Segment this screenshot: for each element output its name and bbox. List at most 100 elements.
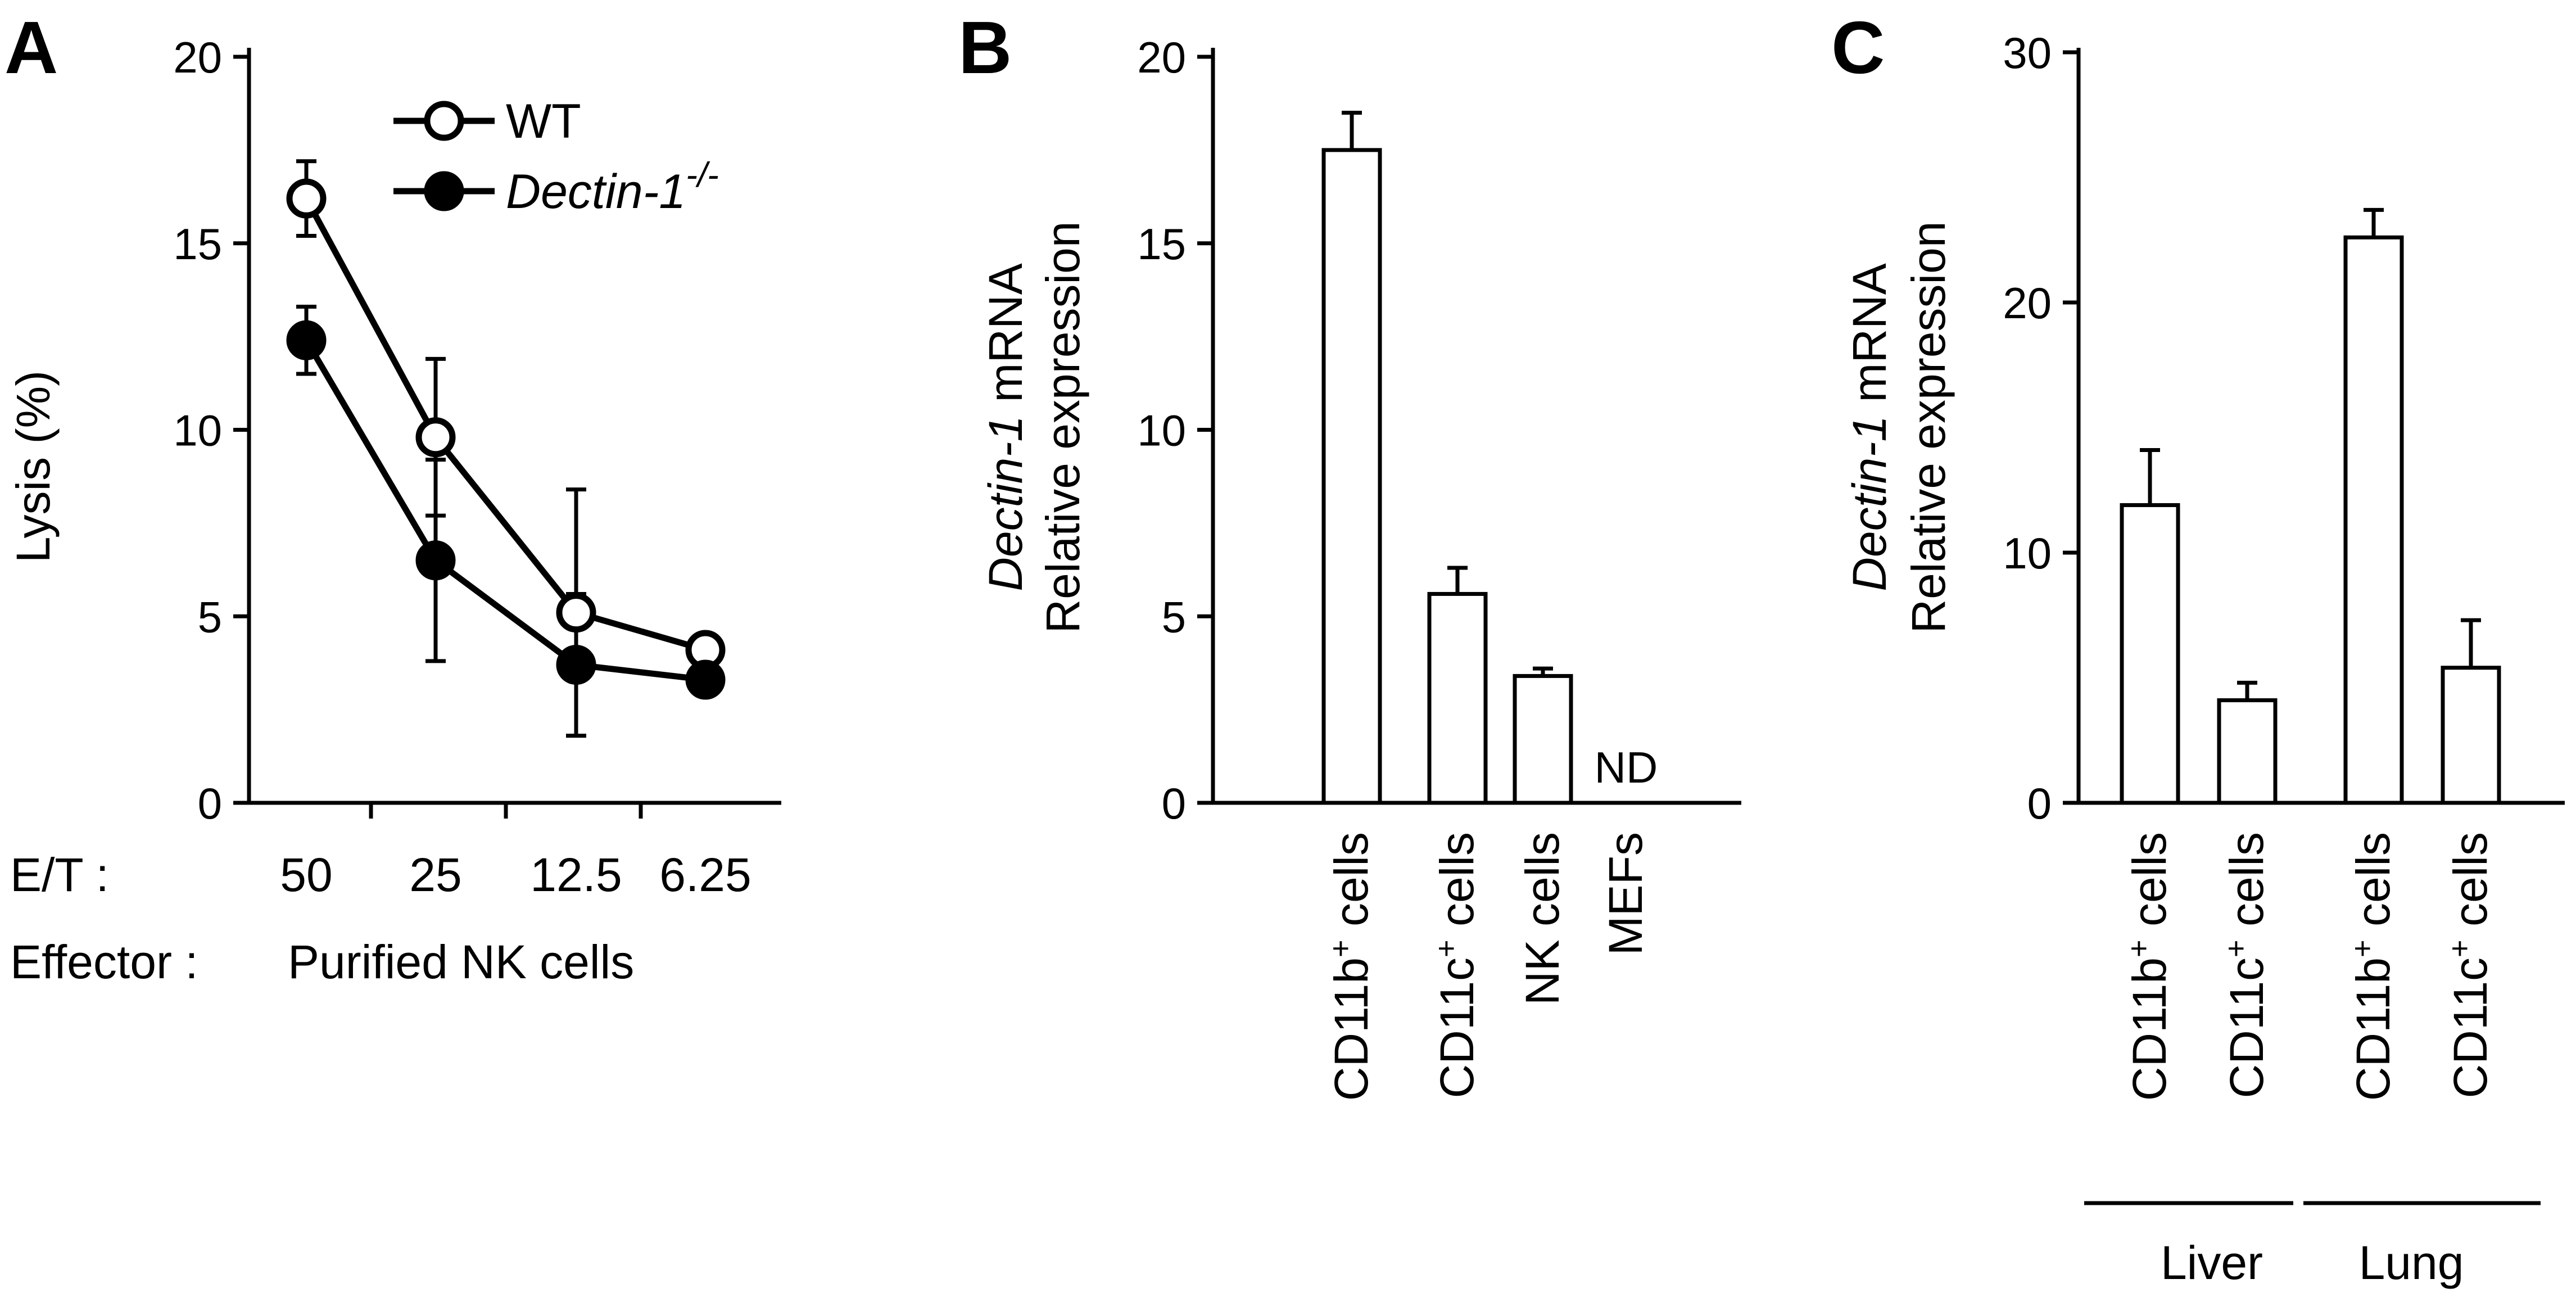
panel-a-xtick-label: 50	[280, 848, 332, 901]
panel-a-series-line-1	[304, 338, 706, 683]
panel-a-point-ko	[556, 645, 596, 685]
panel-a-et-row-label: E/T :	[10, 848, 109, 901]
panel-c-y-label-line2: Relative expression	[1902, 221, 1955, 633]
panel-a-y-axis-label: Lysis (%)	[7, 370, 60, 563]
legend-wt-marker	[424, 101, 464, 141]
panel-a-xtick-label: 12.5	[530, 848, 622, 901]
panel-c-category-suffix: cells	[2220, 832, 2273, 939]
panel-a-ytick-label: 15	[173, 219, 222, 269]
panel-c-y-ticks: 0 10 20 30	[2003, 28, 2079, 828]
panel-c-y-label-italic: Dectin-1	[1843, 415, 1896, 591]
panel-b-ytick-label: 0	[1162, 779, 1186, 828]
panel-c-y-label-rest: mRNA	[1843, 263, 1896, 415]
panel-a-effector-label: Effector :	[10, 936, 198, 988]
panel-a-point-ko	[286, 320, 327, 360]
panel-b-ytick-label: 10	[1137, 406, 1186, 455]
panel-b-y-ticks: 0 5 10 15 20	[1137, 33, 1213, 828]
panel-a-point-ko	[685, 659, 726, 700]
panel-a-xtick-label: 6.25	[659, 848, 751, 901]
panel-b-category-suffix: cells	[1325, 832, 1378, 939]
legend-ko-name: Dectin-1	[506, 165, 686, 219]
panel-b-bar	[1427, 591, 1488, 805]
panel-b-letter: B	[958, 6, 1012, 89]
panel-c-ytick-label: 10	[2003, 528, 2052, 578]
panel-c-category-sup: +	[2443, 939, 2477, 957]
panel-c-category-suffix: cells	[2444, 832, 2497, 939]
panel-c-category-name: CD11c	[2444, 957, 2497, 1099]
panel-c-category-sup: +	[2219, 939, 2253, 957]
panel-c-y-label-line1: Dectin-1 mRNA	[1843, 263, 1896, 591]
panel-a-point-wt	[556, 593, 596, 633]
legend-wt-label: WT	[506, 94, 581, 148]
panel-a-ytick-label: 5	[198, 592, 222, 641]
panel-c-category-label: CD11c+ cells	[2443, 832, 2497, 1098]
panel-b-category-label: CD11c+ cells	[1429, 832, 1483, 1098]
panel-a-series-line-0	[304, 197, 707, 653]
panel-c-ytick-label: 0	[2027, 779, 2052, 828]
panel-c-category-name: CD11c	[2220, 957, 2273, 1099]
panel-b-category-name: NK cells	[1516, 832, 1569, 1005]
group-label-lung: Lung	[2359, 1236, 2464, 1289]
panel-c-ytick-label: 30	[2003, 28, 2052, 78]
panel-a-x-ticks: 50 25 12.5 6.25	[280, 803, 751, 901]
panel-b-y-label-italic: Dectin-1	[979, 415, 1032, 591]
panel-b-category-name: CD11c	[1430, 957, 1483, 1099]
panel-b-category-name: MEFs	[1599, 832, 1652, 955]
panel-b-category-name: CD11b	[1325, 957, 1378, 1101]
panel-c-bar-chart: C Dectin-1 mRNA Relative expression 0 10 2…	[1831, 6, 2565, 1289]
panel-b-y-label-rest: mRNA	[979, 263, 1032, 415]
panel-c-category-suffix: cells	[2347, 832, 2400, 939]
legend-ko-label: Dectin-1-/-	[506, 156, 719, 219]
panel-c-bars	[2120, 207, 2501, 805]
panel-b-y-label-line1: Dectin-1 mRNA	[979, 263, 1032, 591]
panel-a-ytick-label: 0	[198, 779, 222, 828]
panel-b-ytick-label: 20	[1137, 33, 1186, 82]
panel-b-category-label: CD11b+ cells	[1324, 832, 1378, 1101]
panel-b-category-label: NK cells	[1516, 832, 1569, 1005]
panel-a-point-ko	[415, 540, 456, 581]
panel-a-ytick-label: 20	[173, 33, 222, 82]
panel-a-point-wt	[415, 417, 456, 458]
panel-b-category-sup: +	[1429, 939, 1463, 957]
panel-b-bars	[1321, 111, 1573, 805]
panel-c-category-name: CD11b	[2347, 957, 2400, 1101]
panel-c-category-label: CD11b+ cells	[2122, 832, 2176, 1101]
panel-b-category-suffix: cells	[1430, 832, 1483, 939]
panel-a-xtick-label: 25	[409, 848, 461, 901]
panel-b-category-sup: +	[1324, 939, 1357, 957]
panel-a-legend: WT Dectin-1-/-	[393, 94, 719, 219]
panel-c-category-name: CD11b	[2123, 957, 2176, 1101]
panel-c-category-suffix: cells	[2123, 832, 2176, 939]
legend-ko-marker	[424, 171, 464, 211]
panel-b-ytick-label: 5	[1162, 592, 1186, 641]
panel-c-letter: C	[1831, 6, 1885, 89]
panel-c-bar	[2120, 503, 2180, 805]
panel-a-ytick-label: 10	[173, 406, 222, 455]
panel-c-category-label: CD11c+ cells	[2219, 832, 2273, 1098]
legend-ko-sup: -/-	[686, 156, 719, 195]
panel-b-bar-chart: B Dectin-1 mRNA Relative expression 0 5 10…	[958, 6, 1741, 1101]
panel-c-category-label: CD11b+ cells	[2346, 832, 2400, 1101]
panel-a-letter: A	[4, 6, 58, 89]
panel-a-series	[286, 159, 726, 738]
group-label-liver: Liver	[2161, 1236, 2263, 1289]
panel-c-bar	[2441, 666, 2501, 805]
panel-c-category-sup: +	[2122, 939, 2156, 957]
panel-b-nd-annotation: ND	[1595, 743, 1658, 792]
panel-b-y-label-line2: Relative expression	[1036, 221, 1089, 633]
panel-a-point-wt	[286, 178, 327, 219]
panel-c-category-sup: +	[2346, 939, 2379, 957]
panel-b-bar	[1513, 674, 1573, 805]
panel-b-category-label: MEFs	[1599, 832, 1652, 955]
panel-c-groups: Liver Lung	[2084, 1201, 2541, 1289]
panel-a-effector-value: Purified NK cells	[288, 936, 634, 988]
panel-a-line-chart: A Lysis (%) 0 5 10 15 20 50 25 12.5 6.25 WT Dec…	[4, 6, 781, 988]
panel-a-y-ticks: 0 5 10 15 20	[173, 33, 249, 828]
panel-c-bar	[2217, 698, 2278, 805]
panel-b-ytick-label: 15	[1137, 219, 1186, 269]
panel-b-bar	[1321, 148, 1382, 805]
panel-c-bar	[2343, 235, 2404, 805]
